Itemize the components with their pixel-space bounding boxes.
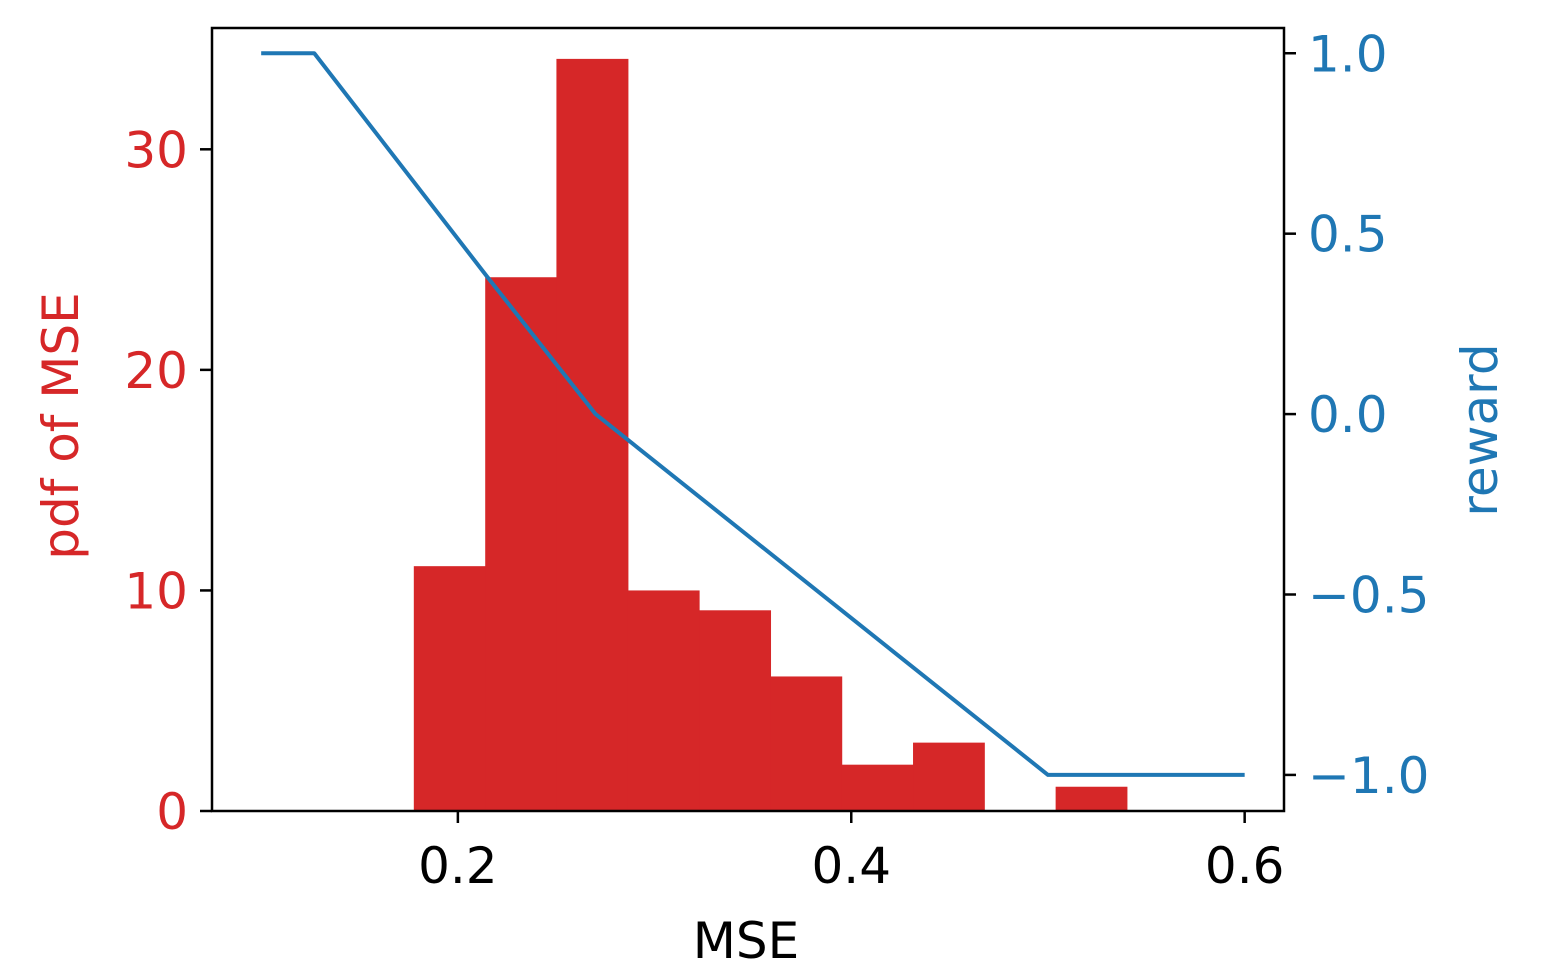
right-y-tick-label: 0.5 (1308, 206, 1388, 264)
x-tick-label: 0.6 (1205, 837, 1285, 895)
reward-line-group (261, 51, 1245, 777)
histogram-bar (913, 742, 985, 811)
right-y-tick-label: 0.0 (1308, 386, 1388, 444)
left-y-tick-label: 0 (156, 783, 188, 841)
histogram-bar (699, 610, 772, 811)
histogram-bar (556, 58, 629, 811)
histogram-bar (770, 676, 843, 811)
left-y-tick-label: 30 (124, 121, 188, 179)
left-y-tick-label: 20 (124, 342, 188, 400)
histogram-bar (841, 764, 914, 811)
right-y-tick-label: −0.5 (1308, 567, 1429, 625)
x-tick-label: 0.4 (812, 837, 892, 895)
plot-frame (210, 26, 1286, 813)
histogram-bar (413, 566, 486, 811)
histogram-bar (627, 590, 700, 811)
left-y-axis-label: pdf of MSE (32, 292, 90, 560)
right-y-tick-label: −1.0 (1308, 747, 1429, 805)
x-axis-label: MSE (693, 912, 799, 970)
x-axis-ticks: 0.2 0.4 0.6 (418, 811, 1284, 895)
histogram-bar (485, 277, 558, 811)
right-y-axis-ticks: −1.0 −0.5 0.0 0.5 1.0 (1284, 25, 1429, 805)
right-y-axis-label: reward (1451, 343, 1509, 516)
left-y-axis-ticks: 0 10 20 30 (124, 121, 212, 841)
reward-line (261, 51, 1245, 777)
axes-frame (210, 26, 1286, 813)
histogram-bars (413, 58, 1128, 811)
histogram-bar (1055, 786, 1128, 811)
left-y-tick-label: 10 (124, 562, 188, 620)
x-tick-label: 0.2 (418, 837, 498, 895)
right-y-tick-label: 1.0 (1308, 25, 1388, 83)
